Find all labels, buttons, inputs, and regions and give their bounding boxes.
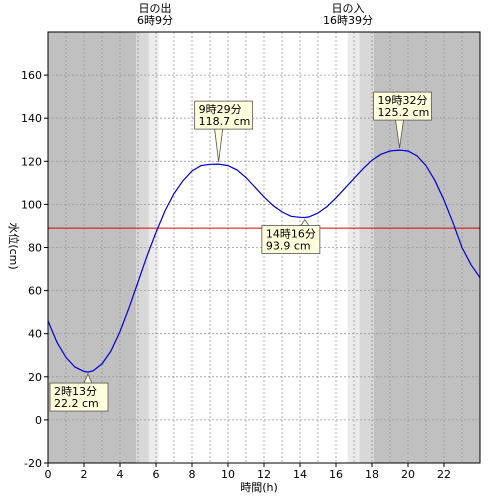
annotation-time: 9時29分 bbox=[199, 103, 242, 116]
annotation-box bbox=[373, 91, 432, 121]
x-tick-label: 10 bbox=[221, 468, 235, 481]
y-tick-label: 160 bbox=[21, 69, 42, 82]
x-tick-label: 0 bbox=[45, 468, 52, 481]
sunset-time: 16時39分 bbox=[323, 14, 373, 27]
y-axis-label: 水位(cm) bbox=[7, 222, 21, 269]
x-tick-label: 6 bbox=[153, 468, 160, 481]
twilight-band bbox=[136, 32, 149, 463]
annotation-time: 14時16分 bbox=[266, 228, 316, 241]
sunrise-label: 日の出 bbox=[139, 1, 172, 15]
y-tick-label: 140 bbox=[21, 112, 42, 125]
annotation-box bbox=[261, 225, 321, 254]
y-tick-label: 20 bbox=[28, 371, 42, 384]
x-tick-label: 20 bbox=[401, 468, 415, 481]
x-axis-label: 時間(h) bbox=[240, 481, 278, 494]
y-tick-label: 60 bbox=[28, 285, 42, 298]
x-tick-label: 16 bbox=[329, 468, 343, 481]
annotation-box bbox=[49, 382, 109, 412]
y-tick-label: 100 bbox=[21, 198, 42, 211]
y-tick-label: 120 bbox=[21, 155, 42, 168]
twilight-band bbox=[359, 32, 374, 463]
annotation-value: 125.2 cm bbox=[378, 106, 430, 119]
tide-level-line bbox=[47, 149, 481, 373]
annotation-time: 19時32分 bbox=[378, 94, 428, 107]
annotation-value: 22.2 cm bbox=[54, 397, 99, 410]
y-tick-label: 80 bbox=[28, 242, 42, 255]
y-tick-label: 40 bbox=[28, 328, 42, 341]
x-tick-label: 4 bbox=[117, 468, 124, 481]
x-tick-label: 8 bbox=[189, 468, 196, 481]
y-tick-label: -20 bbox=[24, 457, 42, 470]
x-tick-label: 2 bbox=[81, 468, 88, 481]
y-tick-label: 0 bbox=[35, 414, 42, 427]
annotation-value: 93.9 cm bbox=[266, 240, 311, 253]
y-axis-ticks: -20 0 20 40 60 80 100 120 140 160 bbox=[21, 69, 48, 470]
annotation-time: 2時13分 bbox=[54, 385, 97, 398]
x-tick-label: 22 bbox=[437, 468, 451, 481]
x-tick-label: 14 bbox=[293, 468, 307, 481]
x-axis-ticks: 0 2 4 6 8 10 12 14 16 18 20 22 bbox=[45, 463, 451, 481]
sunset-label: 日の入 bbox=[332, 2, 365, 15]
annotation-value: 118.7 cm bbox=[199, 115, 251, 128]
annotation-box bbox=[194, 100, 254, 130]
x-tick-label: 12 bbox=[257, 468, 271, 481]
x-tick-label: 18 bbox=[365, 468, 379, 481]
sunrise-time: 6時9分 bbox=[137, 14, 173, 27]
